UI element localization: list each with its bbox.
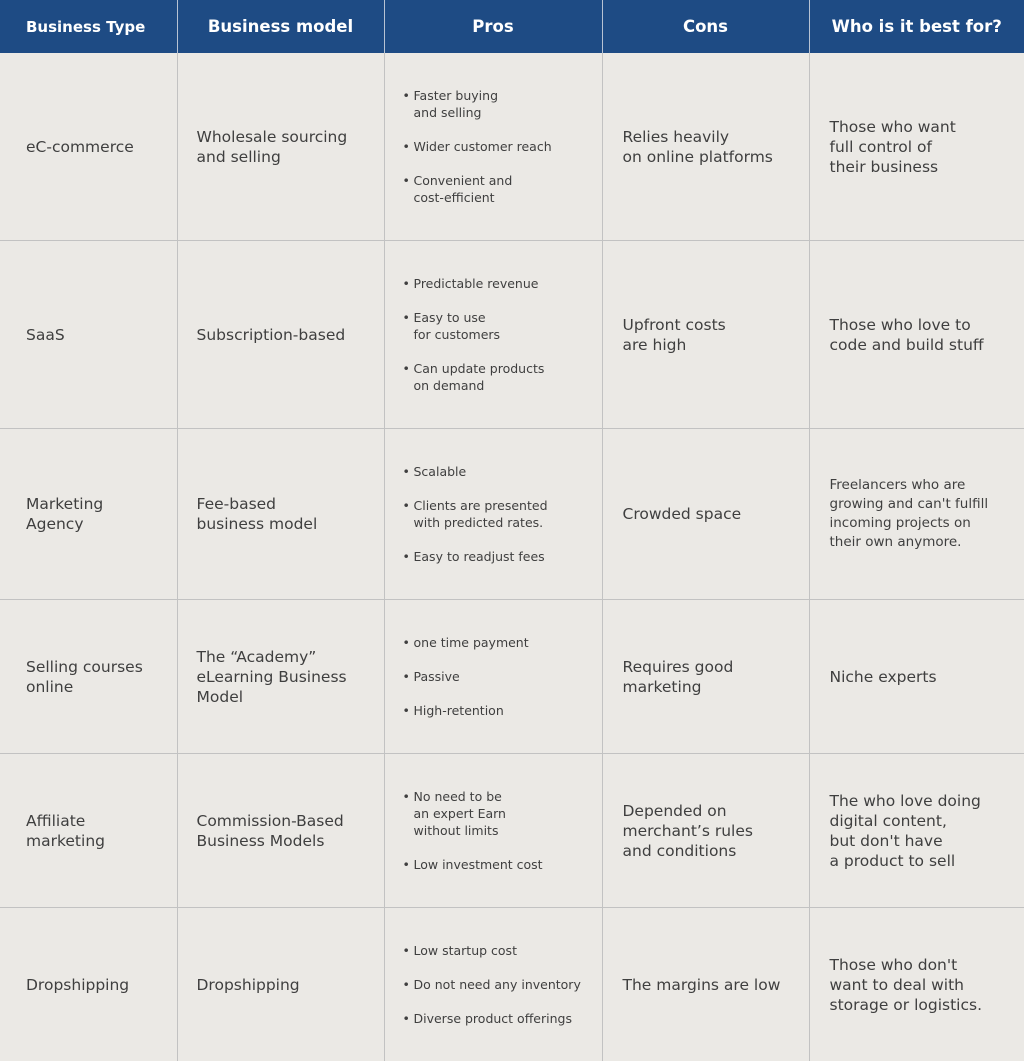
cons-cell: Depended on merchant’s rules and conditi… (602, 754, 809, 908)
best-for-cell: Those who love to code and build stuff (809, 241, 1024, 429)
business-type-cell: Dropshipping (0, 908, 177, 1061)
pros-item: Wider customer reach (403, 138, 592, 155)
business-type-cell: eC-commerce (0, 53, 177, 241)
cons-cell: Requires good marketing (602, 600, 809, 754)
best-for-cell: Those who want full control of their bus… (809, 53, 1024, 241)
pros-item: Do not need any inventory (403, 976, 592, 993)
business-type-cell: Selling courses online (0, 600, 177, 754)
pros-item: Faster buying and selling (403, 87, 592, 121)
pros-item: Convenient and cost-efficient (403, 172, 592, 206)
table-row: Selling courses online The “Academy” eLe… (0, 600, 1024, 754)
header-business-type: Business Type (0, 0, 177, 53)
pros-item: one time payment (403, 634, 592, 651)
pros-list: No need to be an expert Earn without lim… (403, 771, 592, 890)
pros-item: Low investment cost (403, 856, 592, 873)
pros-list: Predictable revenue Easy to use for cust… (403, 258, 592, 411)
header-pros: Pros (384, 0, 602, 53)
pros-list: one time payment Passive High-retention (403, 617, 592, 736)
header-business-model: Business model (177, 0, 384, 53)
pros-item: Scalable (403, 463, 592, 480)
business-model-cell: Commission-Based Business Models (177, 754, 384, 908)
pros-list: Faster buying and selling Wider customer… (403, 70, 592, 223)
cons-cell: The margins are low (602, 908, 809, 1061)
table-row: Affiliate marketing Commission-Based Bus… (0, 754, 1024, 908)
pros-item: No need to be an expert Earn without lim… (403, 788, 592, 839)
pros-list: Low startup cost Do not need any invento… (403, 925, 592, 1044)
business-model-cell: Dropshipping (177, 908, 384, 1061)
best-for-cell: Niche experts (809, 600, 1024, 754)
pros-item: Easy to readjust fees (403, 548, 592, 565)
business-type-cell: Affiliate marketing (0, 754, 177, 908)
table-row: SaaS Subscription-based Predictable reve… (0, 241, 1024, 429)
best-for-cell: The who love doing digital content, but … (809, 754, 1024, 908)
business-type-cell: Marketing Agency (0, 429, 177, 600)
pros-cell: Faster buying and selling Wider customer… (384, 53, 602, 241)
pros-item: Clients are presented with predicted rat… (403, 497, 592, 531)
table-header: Business Type Business model Pros Cons W… (0, 0, 1024, 53)
pros-item: Passive (403, 668, 592, 685)
best-for-cell: Freelancers who are growing and can't fu… (809, 429, 1024, 600)
pros-cell: Scalable Clients are presented with pred… (384, 429, 602, 600)
pros-list: Scalable Clients are presented with pred… (403, 446, 592, 582)
pros-cell: Predictable revenue Easy to use for cust… (384, 241, 602, 429)
business-model-cell: Subscription-based (177, 241, 384, 429)
pros-cell: one time payment Passive High-retention (384, 600, 602, 754)
pros-item: Can update products on demand (403, 360, 592, 394)
table-row: eC-commerce Wholesale sourcing and selli… (0, 53, 1024, 241)
business-model-cell: The “Academy” eLearning Business Model (177, 600, 384, 754)
best-for-cell: Those who don't want to deal with storag… (809, 908, 1024, 1061)
business-model-cell: Wholesale sourcing and selling (177, 53, 384, 241)
header-cons: Cons (602, 0, 809, 53)
pros-item: Easy to use for customers (403, 309, 592, 343)
header-who-best-for: Who is it best for? (809, 0, 1024, 53)
cons-cell: Upfront costs are high (602, 241, 809, 429)
header-row: Business Type Business model Pros Cons W… (0, 0, 1024, 53)
cons-cell: Relies heavily on online platforms (602, 53, 809, 241)
pros-cell: Low startup cost Do not need any invento… (384, 908, 602, 1061)
pros-item: High-retention (403, 702, 592, 719)
table-row: Dropshipping Dropshipping Low startup co… (0, 908, 1024, 1061)
table-body: eC-commerce Wholesale sourcing and selli… (0, 53, 1024, 1061)
business-type-cell: SaaS (0, 241, 177, 429)
pros-cell: No need to be an expert Earn without lim… (384, 754, 602, 908)
pros-item: Low startup cost (403, 942, 592, 959)
pros-item: Diverse product offerings (403, 1010, 592, 1027)
table-row: Marketing Agency Fee-based business mode… (0, 429, 1024, 600)
pros-item: Predictable revenue (403, 275, 592, 292)
business-model-cell: Fee-based business model (177, 429, 384, 600)
cons-cell: Crowded space (602, 429, 809, 600)
